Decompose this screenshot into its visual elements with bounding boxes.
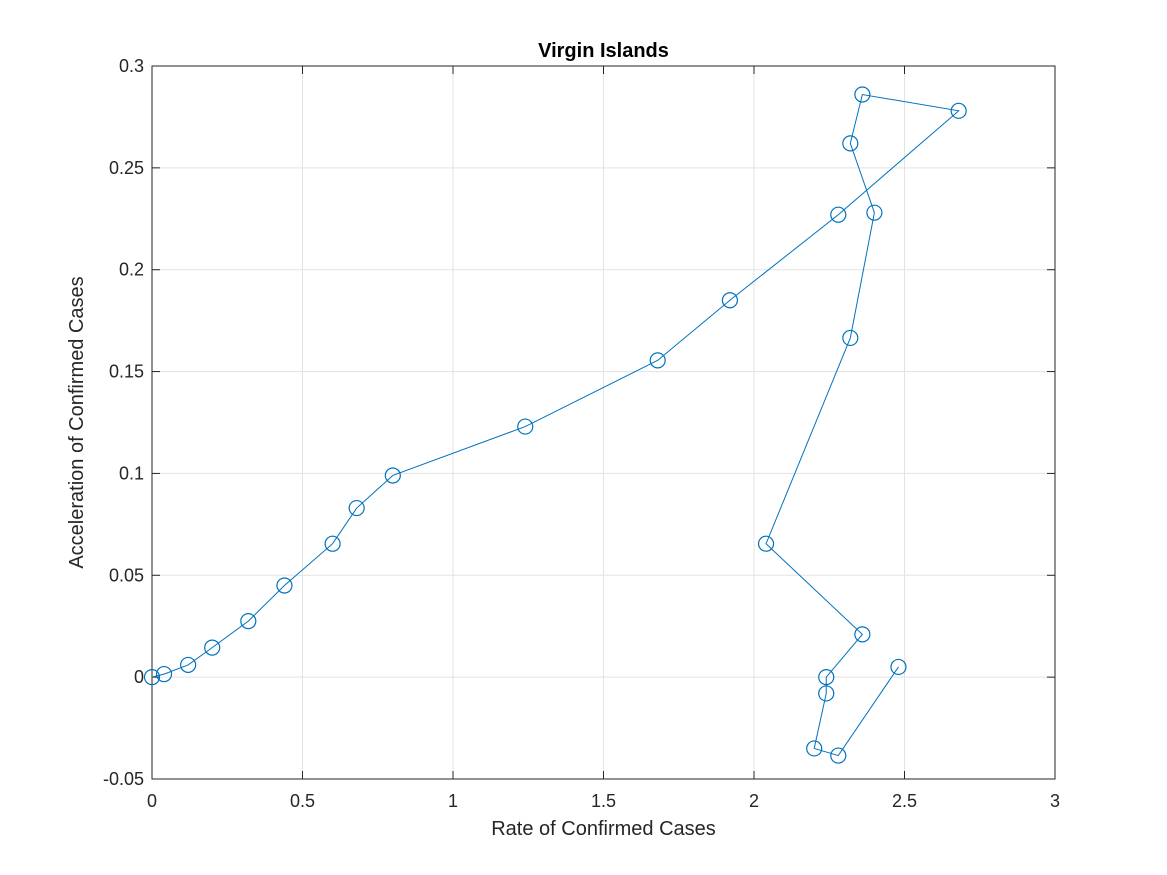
data-point-marker	[806, 740, 823, 757]
data-point-marker	[818, 685, 835, 702]
data-point-marker	[854, 86, 871, 103]
data-point-marker	[842, 135, 859, 152]
data-point-marker	[143, 669, 161, 686]
data-point-marker	[240, 613, 257, 630]
series-line	[151, 93, 960, 757]
data-point-marker	[180, 656, 197, 674]
y-tick-label: 0	[134, 667, 144, 687]
data-point-marker	[204, 639, 221, 656]
x-tick-label: 1.5	[591, 791, 616, 811]
grid	[151, 65, 1056, 780]
y-tick-label: -0.05	[103, 769, 144, 789]
data-point-marker	[842, 329, 859, 347]
data-point-marker	[649, 352, 666, 369]
data-point-marker	[348, 499, 365, 517]
data-point-marker	[721, 292, 739, 309]
data-point-marker	[384, 467, 401, 484]
data-point-marker	[818, 669, 835, 686]
y-tick-label: 0.2	[119, 260, 144, 280]
y-tick-label: 0.1	[119, 463, 144, 483]
data-point-marker	[155, 665, 173, 683]
x-tick-label: 3	[1050, 791, 1060, 811]
data-point-marker	[890, 658, 907, 676]
data-point-marker	[854, 626, 871, 643]
y-tick-label: 0.3	[119, 56, 144, 76]
x-tick-label: 2.5	[892, 791, 917, 811]
x-tick-label: 1	[448, 791, 458, 811]
data-point-marker	[830, 747, 847, 764]
series	[143, 86, 967, 764]
x-tick-label: 0	[147, 791, 157, 811]
x-tick-label: 2	[749, 791, 759, 811]
chart-title: Virgin Islands	[538, 40, 669, 62]
y-tick-label: 0.05	[109, 565, 144, 585]
x-tick-label: 0.5	[290, 791, 315, 811]
data-point-marker	[866, 204, 883, 221]
data-point-marker	[950, 102, 967, 119]
y-axis-title: Acceleration of Confirmed Cases	[66, 276, 88, 568]
data-point-marker	[517, 418, 534, 435]
data-point-marker	[757, 535, 775, 552]
x-axis-title: Rate of Confirmed Cases	[491, 818, 716, 840]
y-tick-label: 0.25	[109, 158, 144, 178]
y-tick-label: 0.15	[109, 362, 144, 382]
data-point-marker	[830, 206, 847, 223]
data-point-marker	[324, 535, 341, 552]
data-point-marker	[276, 577, 293, 594]
